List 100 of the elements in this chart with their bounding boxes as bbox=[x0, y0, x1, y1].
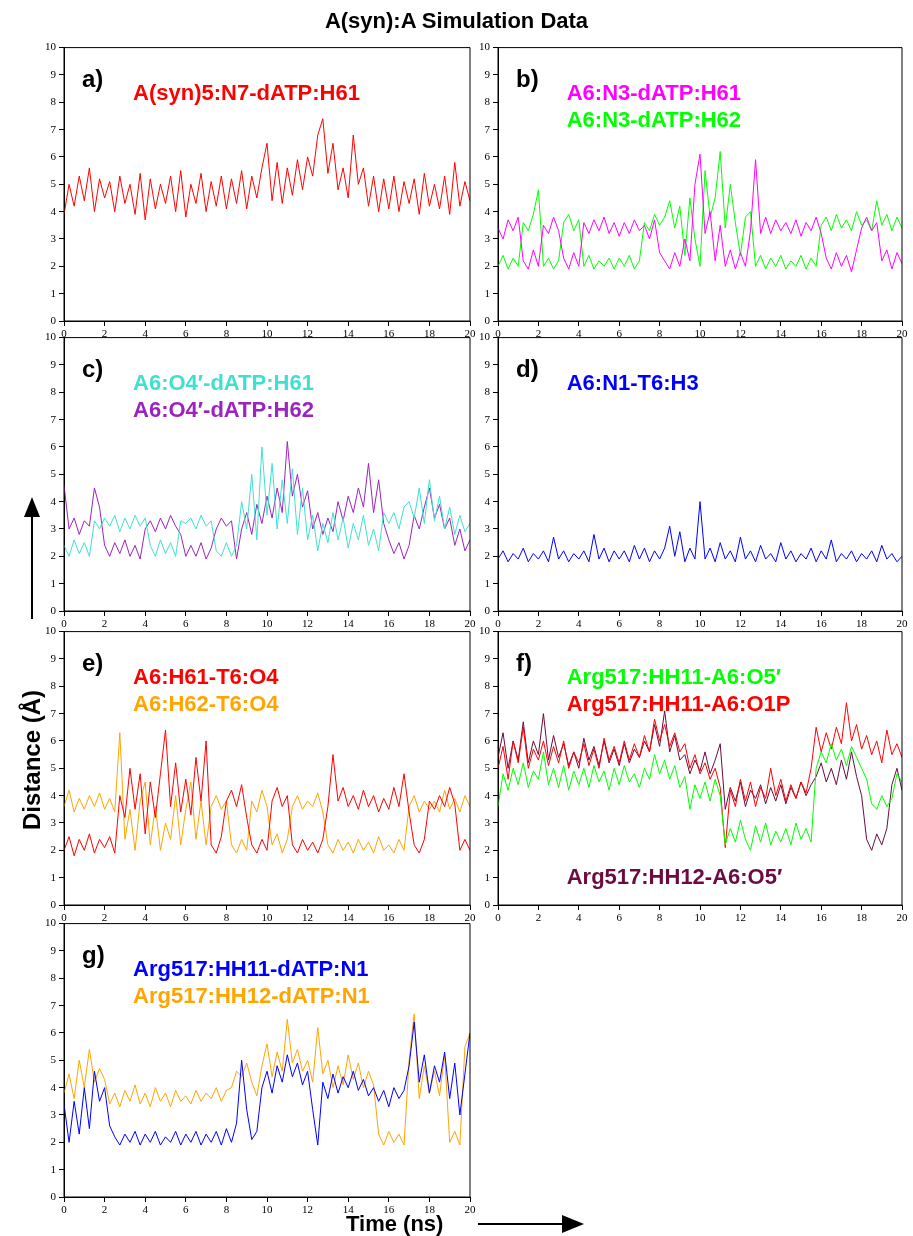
x-tick-label: 6 bbox=[616, 327, 623, 340]
y-tick-label: 10 bbox=[479, 40, 491, 53]
y-tick-label: 7 bbox=[484, 706, 491, 719]
y-tick-label: 5 bbox=[50, 1053, 57, 1066]
x-tick-label: 10 bbox=[694, 911, 706, 924]
annotation: b) bbox=[516, 65, 539, 93]
x-tick-label: 18 bbox=[423, 1203, 436, 1216]
x-tick-label: 20 bbox=[464, 911, 476, 924]
annotation: a) bbox=[82, 65, 104, 93]
x-tick-label: 2 bbox=[535, 911, 542, 924]
y-tick-label: 6 bbox=[484, 149, 491, 162]
x-tick-label: 10 bbox=[261, 617, 273, 630]
y-tick-label: 6 bbox=[484, 439, 491, 452]
y-tick-label: 2 bbox=[50, 259, 56, 272]
y-tick-label: 9 bbox=[50, 67, 57, 80]
x-tick-label: 0 bbox=[61, 327, 68, 340]
y-tick-label: 2 bbox=[50, 1135, 56, 1148]
x-tick-label: 2 bbox=[101, 617, 108, 630]
x-tick-label: 4 bbox=[576, 327, 583, 340]
x-tick-label: 16 bbox=[815, 911, 828, 924]
x-tick-label: 8 bbox=[656, 327, 663, 340]
x-tick-label: 14 bbox=[342, 1203, 355, 1216]
y-tick-label: 9 bbox=[484, 67, 491, 80]
y-tick-label: 0 bbox=[484, 897, 491, 910]
y-tick-label: 4 bbox=[50, 1080, 57, 1093]
x-tick-label: 2 bbox=[535, 327, 542, 340]
y-tick-label: 0 bbox=[484, 603, 491, 616]
text: Arg517:HH11-dATP:N1 bbox=[133, 956, 369, 982]
x-tick-label: 2 bbox=[101, 327, 108, 340]
y-tick-label: 3 bbox=[50, 521, 57, 534]
y-tick-label: 0 bbox=[50, 603, 57, 616]
annotation: g) bbox=[82, 941, 105, 969]
series-label: A6:N3-dATP:H62 bbox=[566, 107, 742, 133]
y-tick-label: 10 bbox=[45, 40, 57, 53]
x-tick-label: 10 bbox=[261, 1203, 273, 1216]
y-tick-label: 3 bbox=[484, 815, 491, 828]
annotation: d) bbox=[516, 355, 539, 383]
y-tick-label: 8 bbox=[50, 971, 57, 984]
chart-title: A(syn):A Simulation Data bbox=[323, 8, 590, 34]
y-tick-label: 7 bbox=[50, 998, 57, 1011]
text: A6:H61-T6:O4 bbox=[133, 664, 280, 690]
x-tick-label: 14 bbox=[342, 617, 355, 630]
y-tick-label: 6 bbox=[50, 1025, 57, 1038]
x-tick-label: 2 bbox=[101, 911, 108, 924]
y-tick-label: 7 bbox=[50, 122, 57, 135]
x-tick-label: 20 bbox=[464, 327, 476, 340]
y-tick-label: 2 bbox=[50, 549, 56, 562]
x-tick-label: 0 bbox=[495, 327, 502, 340]
x-tick-label: 6 bbox=[183, 617, 190, 630]
x-tick-label: 10 bbox=[261, 911, 273, 924]
y-tick-label: 5 bbox=[484, 467, 491, 480]
y-tick-label: 2 bbox=[484, 549, 490, 562]
y-tick-label: 1 bbox=[484, 870, 490, 883]
x-tick-label: 0 bbox=[61, 617, 68, 630]
y-tick-label: 3 bbox=[484, 231, 491, 244]
x-tick-label: 8 bbox=[223, 617, 230, 630]
x-tick-label: 16 bbox=[383, 1203, 395, 1216]
x-tick-label: 4 bbox=[142, 617, 149, 630]
y-tick-label: 1 bbox=[484, 576, 490, 589]
y-tick-label: 6 bbox=[50, 149, 57, 162]
x-tick-label: 16 bbox=[383, 911, 395, 924]
x-tick-label: 14 bbox=[342, 327, 355, 340]
y-tick-label: 1 bbox=[50, 286, 56, 299]
x-tick-label: 20 bbox=[896, 617, 908, 630]
x-tick-label: 20 bbox=[896, 911, 908, 924]
x-tick-label: 6 bbox=[183, 1203, 190, 1216]
y-tick-label: 1 bbox=[50, 576, 56, 589]
x-tick-label: 0 bbox=[495, 911, 502, 924]
x-tick-label: 14 bbox=[775, 911, 787, 924]
y-tick-label: 5 bbox=[484, 761, 491, 774]
x-tick-label: 20 bbox=[464, 617, 476, 630]
y-tick-label: 9 bbox=[50, 357, 57, 370]
y-tick-label: 2 bbox=[484, 259, 490, 272]
x-tick-label: 12 bbox=[302, 911, 314, 924]
x-tick-label: 10 bbox=[261, 327, 273, 340]
y-tick-label: 4 bbox=[484, 788, 491, 801]
x-tick-label: 16 bbox=[815, 617, 828, 630]
x-tick-label: 12 bbox=[734, 617, 746, 630]
x-tick-label: 4 bbox=[576, 617, 583, 630]
x-tick-label: 0 bbox=[61, 911, 68, 924]
text: A6:N3-dATP:H61 bbox=[566, 80, 742, 106]
x-tick-label: 16 bbox=[383, 617, 395, 630]
x-tick-label: 14 bbox=[775, 617, 787, 630]
x-tick-label: 18 bbox=[423, 617, 436, 630]
x-tick-label: 18 bbox=[856, 327, 868, 340]
x-tick-label: 4 bbox=[142, 327, 149, 340]
y-tick-label: 5 bbox=[50, 761, 57, 774]
y-tick-label: 4 bbox=[50, 204, 57, 217]
y-tick-label: 2 bbox=[484, 843, 490, 856]
x-tick-label: 12 bbox=[734, 327, 746, 340]
y-tick-label: 9 bbox=[50, 943, 57, 956]
y-tick-label: 4 bbox=[50, 494, 57, 507]
x-tick-label: 16 bbox=[383, 327, 395, 340]
y-tick-label: 3 bbox=[50, 1107, 57, 1120]
x-tick-label: 0 bbox=[495, 617, 502, 630]
x-tick-label: 8 bbox=[223, 1203, 230, 1216]
x-tick-label: 18 bbox=[856, 911, 868, 924]
x-tick-label: 2 bbox=[101, 1203, 108, 1216]
y-tick-label: 3 bbox=[484, 521, 491, 534]
x-tick-label: 2 bbox=[535, 617, 542, 630]
